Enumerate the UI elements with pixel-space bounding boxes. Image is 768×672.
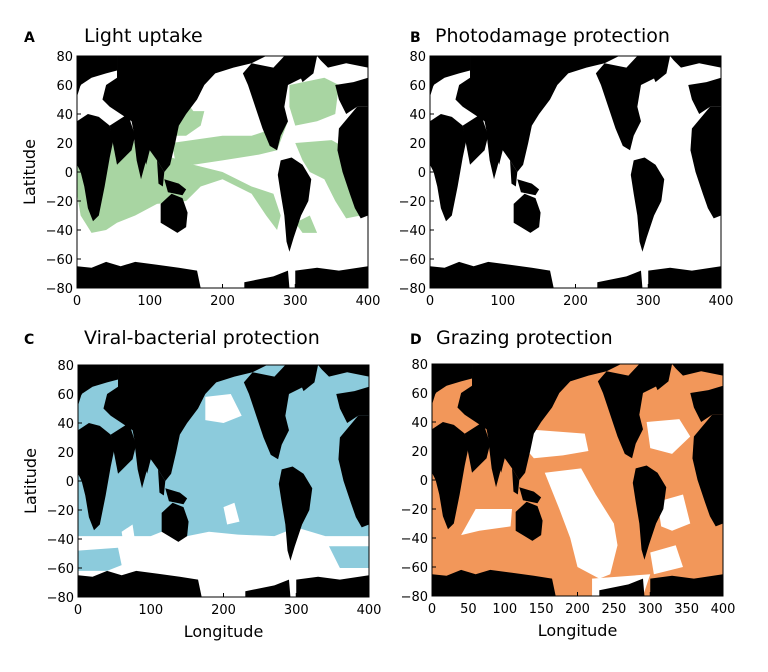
y-axis-label: Latitude [20, 139, 39, 205]
panel-label: D [410, 332, 422, 348]
panel-title: Photodamage protection [435, 25, 670, 47]
unhighlighted-region [650, 545, 683, 575]
y-tick-label: 40 [56, 108, 73, 123]
unhighlighted-region [121, 524, 135, 542]
y-tick-label: 40 [409, 108, 426, 123]
unhighlighted-region [544, 468, 618, 579]
x-tick-label: 100 [490, 294, 515, 309]
x-tick-label: 150 [529, 602, 554, 617]
y-tick-label: 0 [420, 474, 428, 489]
x-tick-label: 200 [210, 294, 235, 309]
highlight-region [171, 121, 288, 165]
highlight-region [78, 547, 122, 571]
x-tick-label: 400 [357, 603, 382, 618]
panel-title: Viral-bacterial protection [84, 327, 320, 349]
y-tick-label: 80 [409, 50, 426, 65]
y-tick-label: −40 [399, 224, 426, 239]
y-tick-label: −60 [47, 562, 74, 577]
panel-label: A [24, 30, 35, 46]
unhighlighted-region [223, 502, 240, 525]
x-tick-label: 0 [74, 603, 82, 618]
y-tick-label: −20 [399, 195, 426, 210]
x-tick-label: 50 [460, 602, 477, 617]
unhighlighted-region [657, 494, 691, 531]
highlight-region [289, 77, 339, 126]
x-tick-label: 100 [492, 602, 517, 617]
y-tick-label: 0 [418, 166, 426, 181]
y-tick-label: 80 [57, 359, 74, 374]
x-tick-label: 0 [73, 294, 81, 309]
y-tick-label: −40 [46, 224, 73, 239]
x-tick-label: 300 [636, 294, 661, 309]
y-tick-label: 60 [409, 79, 426, 94]
y-tick-label: 60 [411, 387, 428, 402]
x-tick-label: 0 [428, 602, 436, 617]
y-tick-label: 20 [411, 445, 428, 460]
x-tick-label: 300 [284, 603, 309, 618]
map-area [77, 56, 368, 288]
x-tick-label: 400 [711, 602, 736, 617]
x-tick-label: 100 [138, 603, 163, 618]
x-tick-label: 300 [638, 602, 663, 617]
map-area [78, 365, 369, 597]
y-tick-label: 80 [411, 358, 428, 373]
y-tick-label: 0 [66, 475, 74, 490]
x-axis-label: Longitude [538, 621, 618, 640]
x-tick-label: 0 [426, 294, 434, 309]
y-tick-label: 20 [409, 137, 426, 152]
y-tick-label: 40 [411, 416, 428, 431]
y-tick-label: −20 [47, 504, 74, 519]
panel-label: B [410, 30, 421, 46]
unhighlighted-region [646, 419, 691, 454]
y-tick-label: 60 [57, 388, 74, 403]
x-tick-label: 200 [563, 294, 588, 309]
y-tick-label: −40 [47, 533, 74, 548]
y-tick-label: 80 [56, 50, 73, 65]
y-tick-label: 20 [57, 446, 74, 461]
y-tick-label: 40 [57, 417, 74, 432]
unhighlighted-region [205, 394, 242, 423]
y-tick-label: −20 [401, 503, 428, 518]
y-tick-label: −60 [46, 253, 73, 268]
y-tick-label: −20 [46, 195, 73, 210]
highlight-region [328, 546, 369, 568]
panel-title: Light uptake [84, 25, 203, 47]
map-area [432, 364, 723, 596]
panel-title: Grazing protection [436, 327, 613, 349]
y-axis-label: Latitude [21, 448, 40, 514]
y-tick-label: −80 [399, 282, 426, 297]
x-tick-label: 200 [211, 603, 236, 618]
y-tick-label: 0 [65, 166, 73, 181]
x-tick-label: 250 [601, 602, 626, 617]
x-tick-label: 400 [356, 294, 381, 309]
x-tick-label: 100 [137, 294, 162, 309]
unhighlighted-region [525, 429, 589, 459]
y-tick-label: 20 [56, 137, 73, 152]
y-tick-label: −60 [399, 253, 426, 268]
x-tick-label: 400 [709, 294, 734, 309]
y-tick-label: −60 [401, 561, 428, 576]
map-area [430, 56, 721, 288]
x-tick-label: 350 [674, 602, 699, 617]
y-tick-label: −80 [401, 590, 428, 605]
y-tick-label: 60 [56, 79, 73, 94]
x-axis-label: Longitude [184, 622, 264, 641]
y-tick-label: −80 [47, 591, 74, 606]
unhighlighted-region [461, 509, 513, 536]
y-tick-label: −40 [401, 532, 428, 547]
y-tick-label: −80 [46, 282, 73, 297]
panel-label: C [24, 332, 34, 348]
x-tick-label: 200 [565, 602, 590, 617]
x-tick-label: 300 [283, 294, 308, 309]
